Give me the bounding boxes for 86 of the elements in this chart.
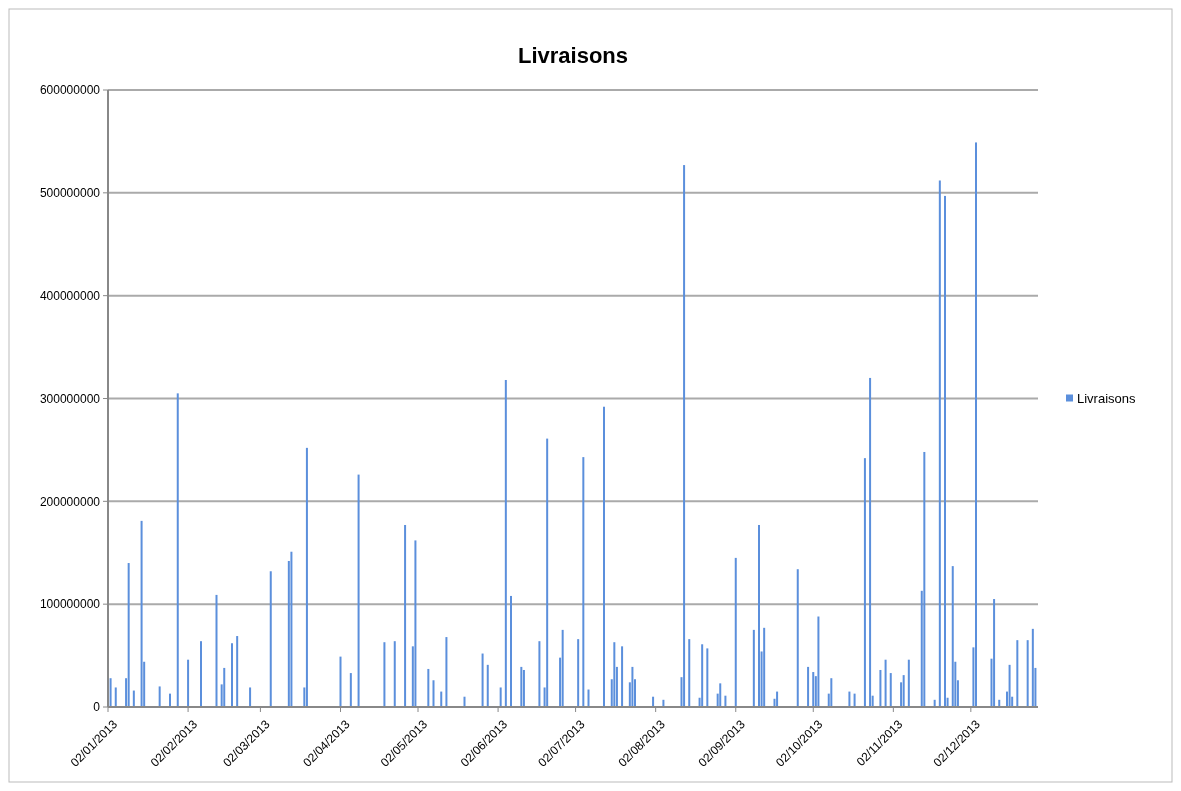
bar (848, 691, 851, 707)
bar (884, 659, 887, 707)
bar (1026, 640, 1029, 707)
bar (587, 689, 590, 707)
bar (1031, 628, 1034, 707)
bar (944, 195, 946, 707)
bar (613, 642, 616, 707)
bar (393, 641, 396, 707)
y-tick-label: 100000000 (39, 597, 101, 612)
bar (140, 520, 143, 707)
bar (869, 377, 872, 707)
bar (499, 687, 502, 707)
bar (830, 678, 833, 707)
bar (504, 379, 507, 707)
bar (269, 571, 272, 707)
bar (223, 667, 226, 707)
bar (582, 457, 585, 707)
bar (763, 627, 766, 707)
bar (863, 458, 866, 707)
bar (688, 639, 691, 707)
bar (796, 569, 799, 707)
bar (236, 636, 239, 707)
bar (158, 686, 161, 707)
bar (349, 673, 352, 707)
y-tick-label: 300000000 (39, 391, 101, 406)
bar (231, 643, 233, 707)
bar (383, 642, 386, 707)
bar (631, 666, 634, 707)
bar (734, 557, 737, 707)
bar (561, 629, 564, 707)
bar (923, 451, 926, 707)
bar (249, 687, 252, 707)
y-tick-label: 0 (93, 700, 101, 715)
bar (776, 691, 779, 707)
bar (546, 438, 549, 707)
bar (440, 691, 443, 707)
bar (414, 540, 417, 707)
bar (486, 664, 489, 707)
legend-label: Livraisons (1077, 391, 1137, 407)
bar (427, 668, 430, 707)
bar (817, 616, 820, 707)
bar (879, 669, 882, 707)
bar (719, 683, 722, 707)
bar (132, 690, 135, 707)
bar (481, 653, 484, 707)
bar (305, 447, 308, 707)
bar (683, 165, 686, 707)
bar (812, 672, 815, 707)
bar (109, 678, 112, 707)
bar (290, 551, 293, 707)
bar (357, 474, 360, 707)
bar (114, 687, 117, 707)
bar (200, 641, 202, 707)
bar (215, 594, 218, 707)
y-tick-label: 400000000 (39, 288, 101, 303)
y-tick-label: 200000000 (39, 494, 101, 509)
bar (1008, 664, 1011, 707)
bar (522, 669, 525, 707)
bar (752, 629, 755, 707)
bar (807, 666, 810, 707)
bar (889, 673, 892, 707)
bar (938, 180, 941, 707)
bar (993, 599, 996, 707)
bar (510, 595, 512, 707)
bar (907, 659, 910, 707)
bar (339, 656, 342, 707)
bar (520, 666, 523, 707)
bar (603, 406, 605, 707)
bar (701, 644, 704, 707)
y-tick-label: 500000000 (39, 186, 101, 201)
bar (538, 641, 541, 707)
bar (975, 142, 977, 707)
bar (445, 637, 448, 707)
bar (951, 566, 954, 707)
bar (404, 524, 407, 707)
bar (176, 393, 179, 707)
chart-title: Livraisons (517, 43, 629, 68)
y-tick-label: 600000000 (39, 83, 101, 98)
bar (577, 639, 580, 707)
bar (187, 659, 190, 707)
bar (432, 680, 435, 707)
bar (902, 675, 905, 707)
bar (758, 524, 760, 707)
bar (621, 646, 624, 707)
bar (1016, 640, 1019, 707)
bar (706, 648, 709, 707)
